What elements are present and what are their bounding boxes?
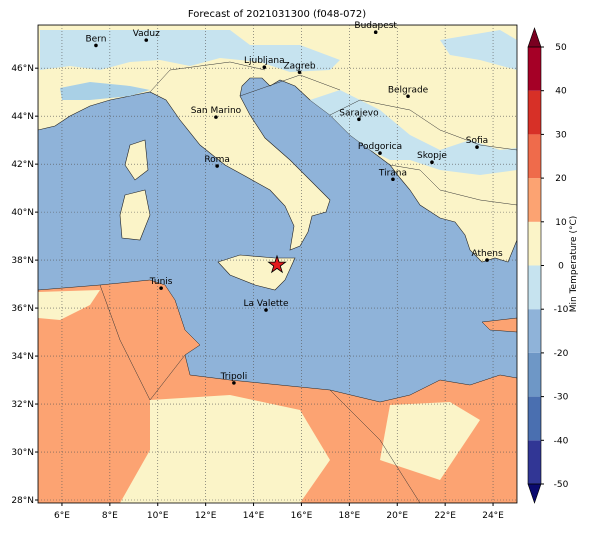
city-label: Vaduz xyxy=(133,29,160,39)
city-label: San Marino xyxy=(191,106,242,116)
cold-area xyxy=(40,30,340,72)
colorbar-tick-label: -50 xyxy=(554,480,569,490)
city-marker xyxy=(430,160,434,165)
colorbar-tick-label: 20 xyxy=(555,174,567,184)
city-label: Budapest xyxy=(354,21,397,31)
city-label: Sarajevo xyxy=(339,108,379,118)
africa-mild xyxy=(380,402,480,480)
y-tick-label: 32°N xyxy=(11,400,34,410)
y-tick-label: 30°N xyxy=(11,448,34,458)
map-area xyxy=(38,25,517,503)
city-label: Podgorica xyxy=(358,142,402,152)
x-tick-label: 10°E xyxy=(147,511,169,521)
colorbar-label: Min Temperature (°C) xyxy=(569,216,579,313)
colorbar-tick-label: -30 xyxy=(554,393,569,403)
colorbar-segment xyxy=(528,396,541,441)
colorbar-segment xyxy=(528,352,541,397)
city-marker xyxy=(94,43,98,48)
colorbar-tick-label: -10 xyxy=(554,305,569,315)
city-label: Tunis xyxy=(149,277,173,287)
y-tick-label: 38°N xyxy=(11,256,34,266)
colorbar-segment xyxy=(528,440,541,484)
city-marker xyxy=(144,38,149,42)
city-marker xyxy=(485,258,489,262)
colorbar-segment xyxy=(528,221,541,266)
y-tick-label: 34°N xyxy=(11,352,34,362)
city-label: Roma xyxy=(204,155,230,165)
colorbar-tick-label: 0 xyxy=(558,262,564,272)
city-label: Tirana xyxy=(378,168,407,178)
city-marker xyxy=(232,381,236,385)
city-marker xyxy=(214,115,218,119)
crete xyxy=(481,317,517,333)
map-frame xyxy=(37,24,518,504)
y-tick-label: 28°N xyxy=(11,496,34,506)
cold-area xyxy=(60,82,150,100)
city-marker xyxy=(357,117,361,122)
city-label: Zagreb xyxy=(283,61,315,71)
colorbar-tick-label: 40 xyxy=(555,87,567,97)
colorbar-under xyxy=(527,483,542,504)
africa-mild xyxy=(38,290,100,320)
colorbar-tick-label: 30 xyxy=(555,130,567,140)
x-tick-label: 6°E xyxy=(54,511,70,521)
y-tick-label: 42°N xyxy=(11,160,34,170)
colorbar-tick-label: 10 xyxy=(555,218,567,228)
city-marker xyxy=(373,30,378,34)
colorbar: -50 -40 -30 -20 -10 0 10 20 30 40 50 xyxy=(527,27,569,504)
x-tick-label: 16°E xyxy=(291,511,313,521)
city-marker xyxy=(264,308,268,312)
africa-mild xyxy=(120,395,330,503)
colorbar-over xyxy=(527,27,542,48)
map-title: Forecast of 2021031300 (f048-072) xyxy=(188,9,366,20)
colorbar-segment xyxy=(528,47,541,91)
x-tick-label: 18°E xyxy=(339,511,361,521)
city-marker xyxy=(262,65,267,70)
y-tick-label: 40°N xyxy=(11,208,34,218)
colorbar-tick-label: -40 xyxy=(554,436,569,446)
borders xyxy=(99,61,517,503)
x-tick-label: 22°E xyxy=(434,511,456,521)
y-tick-label: 44°N xyxy=(11,112,34,122)
x-tick-label: 24°E xyxy=(482,511,504,521)
colorbar-tick-label: 50 xyxy=(555,43,567,53)
city-marker xyxy=(391,177,395,182)
x-tick-label: 8°E xyxy=(102,511,118,521)
city-marker xyxy=(406,94,410,99)
city-label: Bern xyxy=(85,34,106,44)
sardinia xyxy=(119,189,151,241)
city-label: Tripoli xyxy=(220,372,248,382)
city-marker xyxy=(159,286,163,290)
city-label: Skopje xyxy=(417,151,447,161)
x-tick-label: 20°E xyxy=(386,511,408,521)
city-marker xyxy=(215,164,219,168)
cold-area xyxy=(310,90,517,175)
y-tick-label: 46°N xyxy=(11,64,34,74)
city-label: Ljubljana xyxy=(244,56,285,66)
city-marker xyxy=(475,145,479,149)
city-label: Sofia xyxy=(466,136,488,146)
colorbar-segment xyxy=(528,309,541,353)
x-tick-label: 12°E xyxy=(195,511,217,521)
city-label: Athens xyxy=(471,249,502,259)
event-star xyxy=(267,254,287,274)
colorbar-segment xyxy=(528,90,541,135)
corsica xyxy=(124,139,149,181)
colorbar-tick-label: -20 xyxy=(554,349,569,359)
colorbar-segment xyxy=(528,265,541,310)
cold-area xyxy=(440,30,517,70)
city-label: Belgrade xyxy=(388,85,429,95)
city-label: La Valette xyxy=(244,299,289,309)
city-marker xyxy=(297,70,302,75)
city-marker xyxy=(378,151,382,155)
y-tick-label: 36°N xyxy=(11,304,34,314)
x-tick-label: 14°E xyxy=(243,511,265,521)
europe-land xyxy=(38,25,517,263)
colorbar-segment xyxy=(528,134,541,179)
colorbar-segment xyxy=(528,178,541,222)
